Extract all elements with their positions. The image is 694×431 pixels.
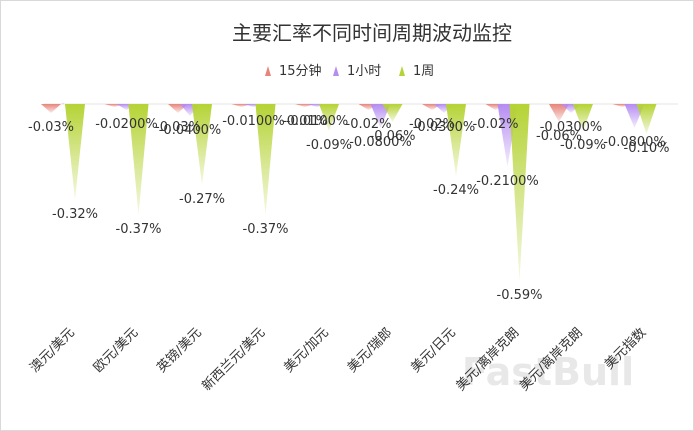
- legend-label-1: 1小时: [347, 64, 381, 79]
- data-label-1-9: -0.0800%: [603, 135, 666, 150]
- x-tick-label-3: 新西兰元/美元: [199, 325, 269, 395]
- data-label-2-4: -0.09%: [306, 138, 352, 153]
- bar-1-0: [62, 103, 64, 104]
- data-label-1-6: -0.0300%: [413, 120, 476, 135]
- watermark-text: FastBull: [462, 350, 634, 394]
- bar-2-4: [319, 104, 339, 131]
- bar-2-0: [65, 104, 85, 200]
- chart-title: 主要汇率不同时间周期波动监控: [232, 21, 512, 45]
- bar-2-3: [255, 104, 276, 215]
- data-label-2-3: -0.37%: [243, 222, 289, 237]
- data-label-0-7: -0.02%: [473, 117, 519, 132]
- bar-0-0: [41, 104, 61, 113]
- data-label-0-2: -0.03%: [155, 120, 201, 135]
- data-label-1-3: -0.0100%: [222, 114, 285, 129]
- data-label-0-0: -0.03%: [28, 120, 74, 135]
- legend-label-0: 15分钟: [279, 63, 322, 79]
- data-label-1-1: -0.0200%: [95, 117, 158, 132]
- data-labels: -0.03%-0.32%-0.0200%-0.37%-0.03%-0.0400%…: [28, 114, 670, 303]
- bar-0-8: [549, 104, 569, 122]
- x-tick-label-0: 澳元/美元: [27, 325, 78, 376]
- x-tick-label-2: 英镑/美元: [154, 325, 205, 376]
- data-label-2-6: -0.24%: [433, 183, 479, 198]
- data-label-2-1: -0.37%: [116, 222, 162, 237]
- data-label-0-8: -0.06%: [536, 129, 582, 144]
- x-tick-label-4: 美元/加元: [281, 325, 331, 375]
- data-label-1-2: -0.0400%: [159, 123, 222, 138]
- data-label-0-5: -0.02%: [346, 117, 392, 132]
- bar-2-1: [128, 104, 149, 215]
- legend-marker-2: [399, 66, 405, 76]
- x-tick-label-5: 美元/瑞郎: [345, 325, 395, 375]
- legend-marker-1: [333, 66, 339, 76]
- bar-2-9: [636, 104, 657, 134]
- data-label-2-2: -0.27%: [179, 192, 225, 207]
- legend-marker-0: [265, 66, 271, 76]
- data-label-2-0: -0.32%: [52, 207, 98, 222]
- bar-2-6: [446, 104, 466, 176]
- data-label-1-5: -0.0800%: [349, 135, 412, 150]
- data-label-2-5: -0.06%: [370, 129, 416, 144]
- data-label-2-7: -0.59%: [497, 288, 543, 303]
- bar-2-8: [573, 104, 593, 131]
- data-label-1-7: -0.2100%: [476, 174, 539, 189]
- data-label-0-6: -0.02%: [409, 117, 455, 132]
- data-label-1-8: -0.0300%: [540, 120, 603, 135]
- bar-2-7: [509, 104, 530, 281]
- bar-2-2: [192, 104, 212, 185]
- x-tick-label-1: 欧元/美元: [91, 325, 141, 375]
- bar-1-5: [370, 104, 391, 128]
- data-label-1-4: -0.0100%: [286, 114, 349, 129]
- data-label-2-8: -0.09%: [560, 138, 606, 153]
- legend: 15分钟 1小时 1周: [265, 63, 434, 79]
- data-label-0-4: -0.01%: [282, 114, 328, 129]
- legend-label-2: 1周: [413, 64, 434, 79]
- chart-marks: [41, 103, 657, 281]
- data-label-2-9: -0.10%: [624, 141, 670, 156]
- bar-2-5: [382, 104, 403, 122]
- x-tick-label-6: 美元/日元: [408, 325, 458, 375]
